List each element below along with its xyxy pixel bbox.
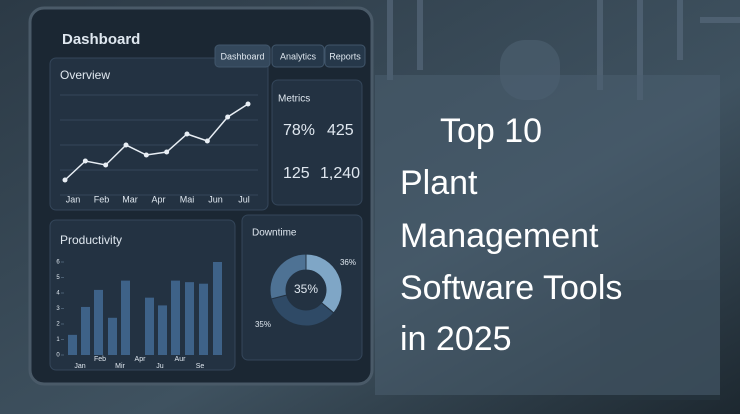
overview-line xyxy=(64,103,249,181)
bar xyxy=(145,297,154,355)
overview-point xyxy=(62,177,68,183)
y-tick-label: 0 xyxy=(56,353,60,359)
tab-label: Analytics xyxy=(280,51,317,61)
x-tick-label: Mar xyxy=(122,194,138,204)
x-tick-label: Feb xyxy=(94,194,110,204)
x-tick-label: Apr xyxy=(151,194,165,204)
metric-value: 425 xyxy=(327,122,354,139)
overview-point xyxy=(103,162,109,168)
bar xyxy=(158,305,167,355)
headline-line: Top 10 xyxy=(440,112,542,150)
tab xyxy=(324,44,366,68)
x-tick-label: Feb xyxy=(94,356,106,363)
donut-center-label: 35% xyxy=(294,282,318,296)
x-tick-label: Apr xyxy=(135,356,147,363)
metric-value: 78% xyxy=(283,122,315,139)
x-tick-label: Aur xyxy=(175,356,187,363)
tab xyxy=(271,44,325,68)
y-tick-label: 1 xyxy=(56,337,60,343)
overview-point xyxy=(164,149,170,155)
overview-point xyxy=(184,131,190,137)
y-tick-label: 5 xyxy=(56,275,60,281)
donut-label: 36% xyxy=(340,258,356,267)
overview-point xyxy=(204,138,210,144)
overview-point xyxy=(225,114,231,120)
x-tick-label: Jun xyxy=(208,194,223,204)
x-tick-label: Jan xyxy=(74,363,85,370)
bar xyxy=(94,289,103,355)
bar xyxy=(213,262,222,355)
headline-line: Management xyxy=(400,217,599,255)
overview-point xyxy=(143,152,149,158)
overview-title: Overview xyxy=(60,68,110,82)
tab-label: Dashboard xyxy=(220,51,264,61)
x-tick-label: Mir xyxy=(115,363,125,370)
headline-line: Plant xyxy=(400,164,478,202)
metrics-title: Metrics xyxy=(278,94,310,105)
bar xyxy=(68,334,77,355)
x-tick-label: Se xyxy=(196,363,205,370)
x-tick-label: Jul xyxy=(238,194,250,204)
bar xyxy=(199,283,208,355)
metric-value: 125 xyxy=(283,165,310,182)
metric-value: 1,240 xyxy=(320,165,360,182)
overview-point xyxy=(82,158,88,164)
bar xyxy=(108,317,117,355)
overview-panel xyxy=(49,57,269,211)
donut-segment xyxy=(269,253,307,300)
tab-label: Reports xyxy=(329,51,361,61)
donut-label: 35% xyxy=(255,320,271,329)
bar xyxy=(81,306,90,355)
metrics-panel xyxy=(271,79,363,206)
tab xyxy=(214,44,271,68)
x-tick-label: Ju xyxy=(156,363,164,370)
headline-overlay xyxy=(375,75,720,395)
bar xyxy=(121,280,130,355)
x-tick-label: Mai xyxy=(180,194,195,204)
overview-point xyxy=(123,142,129,148)
y-tick-label: 3 xyxy=(56,306,60,312)
downtime-title: Downtime xyxy=(252,228,297,239)
y-tick-label: 6 xyxy=(56,260,60,266)
bar xyxy=(185,282,194,355)
y-tick-label: 2 xyxy=(56,322,60,328)
overview-point xyxy=(245,101,251,107)
headline-line: in 2025 xyxy=(400,320,512,358)
y-tick-label: 4 xyxy=(56,291,60,297)
headline-line: Software Tools xyxy=(400,269,622,307)
downtime-panel xyxy=(241,214,363,361)
bar xyxy=(171,280,180,355)
x-tick-label: Jan xyxy=(66,194,81,204)
productivity-title: Productivity xyxy=(60,233,122,247)
dashboard-title: Dashboard xyxy=(62,31,140,48)
